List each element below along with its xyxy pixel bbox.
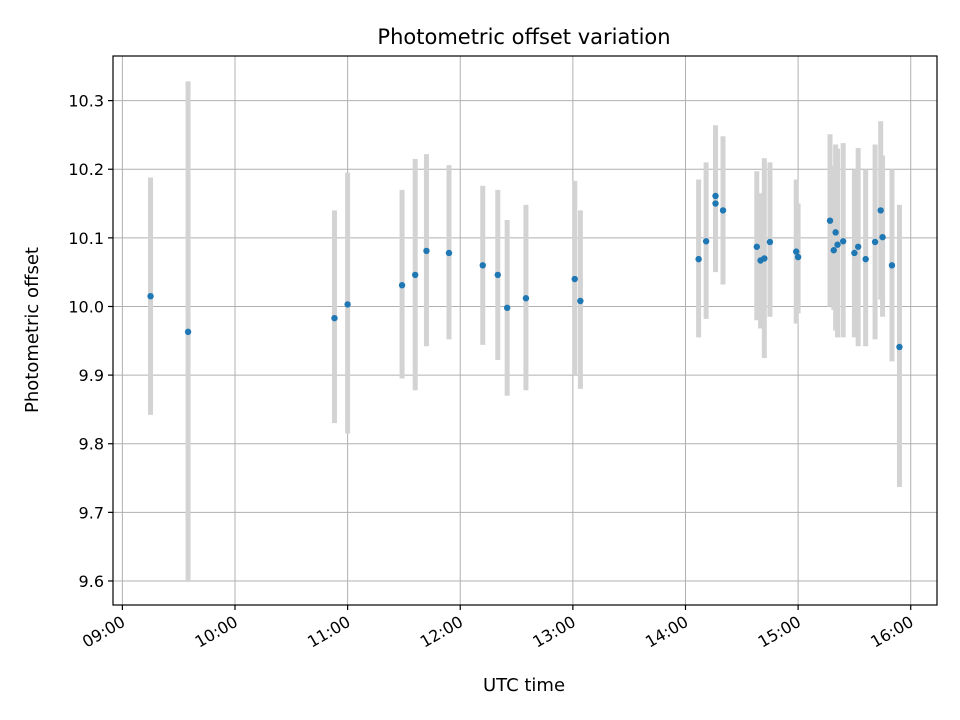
y-tick-label: 9.8 bbox=[79, 435, 104, 454]
data-point bbox=[398, 282, 406, 289]
data-point bbox=[793, 248, 800, 255]
data-point bbox=[719, 207, 727, 214]
data-point bbox=[411, 271, 419, 279]
y-tick-label: 9.6 bbox=[79, 572, 104, 591]
data-point bbox=[839, 238, 847, 245]
data-point bbox=[702, 238, 710, 245]
data-point bbox=[479, 262, 486, 269]
plot-frame bbox=[112, 55, 938, 606]
chart-title: Photometric offset variation bbox=[377, 25, 670, 49]
y-tick-label: 10.2 bbox=[68, 160, 104, 179]
data-point bbox=[184, 328, 192, 336]
data-point bbox=[712, 192, 719, 200]
data-point bbox=[522, 295, 530, 302]
x-axis-label: UTC time bbox=[483, 675, 565, 696]
data-point bbox=[503, 304, 511, 312]
data-point bbox=[571, 275, 578, 283]
data-point bbox=[695, 255, 702, 263]
data-point bbox=[832, 229, 839, 236]
y-tick-label: 9.9 bbox=[79, 366, 104, 385]
data-point bbox=[344, 301, 351, 308]
data-point bbox=[834, 241, 841, 248]
data-point bbox=[577, 297, 584, 305]
data-point bbox=[877, 207, 884, 214]
y-tick-label: 10.1 bbox=[68, 229, 104, 248]
data-point bbox=[766, 238, 774, 246]
y-axis-label: Photometric offset bbox=[22, 247, 43, 413]
y-tick-label: 10.0 bbox=[68, 297, 104, 316]
data-point bbox=[794, 253, 802, 261]
data-points bbox=[147, 192, 903, 351]
data-point bbox=[830, 247, 837, 254]
data-point bbox=[896, 343, 903, 351]
data-point bbox=[862, 255, 869, 263]
data-point bbox=[888, 262, 896, 269]
data-point bbox=[712, 200, 719, 207]
data-point bbox=[854, 243, 862, 250]
data-point bbox=[879, 233, 886, 241]
y-tick-label: 9.7 bbox=[79, 503, 104, 522]
data-point bbox=[753, 243, 761, 250]
data-point bbox=[423, 247, 430, 255]
data-point bbox=[761, 255, 768, 262]
data-point bbox=[445, 249, 453, 257]
data-point bbox=[494, 271, 501, 279]
data-point bbox=[851, 249, 858, 257]
data-point bbox=[147, 292, 154, 300]
y-tick-label: 10.3 bbox=[68, 92, 104, 111]
data-point bbox=[826, 217, 834, 224]
data-point bbox=[331, 314, 338, 322]
data-point bbox=[871, 238, 879, 246]
